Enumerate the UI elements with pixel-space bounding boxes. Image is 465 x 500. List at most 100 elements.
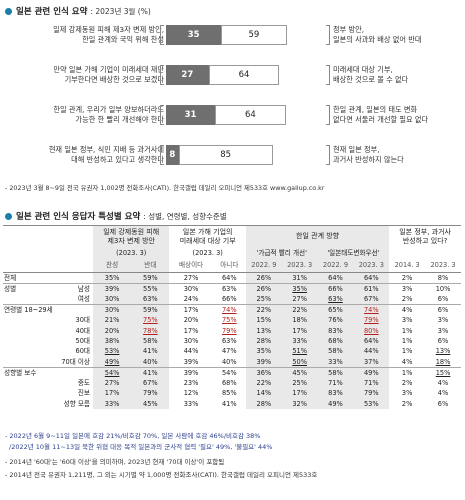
table-cell: 59%: [131, 272, 170, 284]
table-cell: 2%: [389, 272, 426, 284]
table-cell: 83%: [317, 387, 354, 399]
table-cell: 38%: [93, 335, 132, 347]
table-cell: 4%: [389, 304, 426, 315]
bar-segment-agree: 35: [166, 25, 222, 45]
table-cell: 2%: [401, 399, 413, 408]
bar-left-label: 일제 강제동원 피해 제3자 변제 방안, 한일 관계와 국익 위해 찬성: [53, 25, 164, 44]
bar-left-label: 만약 일본 가해 기업이 미래세대 재단 기부한다면 배상한 것으로 보겠다: [53, 65, 164, 84]
table-cell: 85%: [221, 389, 237, 398]
table-cell: 63%: [221, 336, 237, 345]
row-sublabel: 50대: [75, 336, 90, 345]
table-cell: 20%: [93, 325, 132, 336]
bracket-right: [326, 145, 330, 165]
table-cell: 4%: [437, 389, 449, 398]
table-cell: 53%: [93, 346, 132, 357]
table-cell: 8%: [425, 272, 461, 284]
table-cell: 44%: [183, 347, 199, 356]
table-cell: 33%: [281, 335, 318, 347]
bar-segment-disagree: 64: [208, 65, 280, 85]
table-cell: 36%: [245, 366, 282, 378]
row-label: 전체: [3, 272, 59, 284]
table-cell: 53%: [353, 398, 390, 409]
col-group-1: 일제 강제동원 피해 제3자 변제 방안: [93, 225, 170, 248]
table-cell: 80%: [353, 325, 390, 336]
table-cell: 27%: [93, 377, 132, 388]
row-sublabel: 진보: [77, 389, 90, 398]
table-cell: 71%: [353, 377, 390, 388]
table-cell: 39%: [169, 366, 213, 378]
bar-segment-disagree: 64: [214, 105, 286, 125]
table-cell: 63%: [212, 283, 246, 294]
table-cell: 58%: [317, 346, 354, 357]
table-cell: 30%: [93, 294, 132, 305]
row-sublabel: 성향 모름: [63, 399, 90, 408]
table-cell: 75%: [131, 315, 170, 326]
table-row: 진보 17% 79% 12% 85% 14% 17% 83% 79% 3% 4%: [3, 387, 461, 399]
table-cell: 63%: [317, 294, 354, 305]
table-row: 연령별 18~29세 30% 59% 17% 74% 22% 22% 65% 74% 4% 6%: [3, 304, 461, 315]
table-cell: 45%: [281, 366, 318, 378]
table-cell: 2%: [401, 378, 413, 387]
table-cell: 3%: [401, 389, 413, 398]
row-sublabel: 남성: [59, 283, 93, 294]
table-row: 50대 38% 58% 30% 63% 28% 33% 68% 64% 1% 6%: [3, 335, 461, 347]
table-cell: 40%: [221, 357, 237, 366]
table-cell: 79%: [353, 387, 390, 399]
table-cell: 75%: [221, 316, 237, 325]
bracket-left: [160, 25, 164, 45]
table-cell: 2%: [401, 295, 413, 303]
table-cell: 22%: [281, 304, 318, 315]
table-row: 성향별 보수 54% 41% 39% 54% 36% 45% 58% 49% 1% 15%: [3, 366, 461, 378]
table-cell: 6%: [437, 295, 449, 303]
row-sublabel: [59, 272, 93, 284]
row-label: [3, 398, 59, 408]
table-cell: 20%: [183, 316, 199, 325]
row-sublabel: 30대: [75, 316, 90, 325]
row-label: 성향별 보수: [3, 366, 59, 378]
table-cell: 27%: [169, 272, 213, 284]
bracket-left: [160, 145, 164, 165]
table-cell: 49%: [93, 356, 132, 368]
bar-right-label: 한일 관계, 일본의 태도 변화 없다면 서둘러 개선할 필요 없다: [333, 105, 429, 124]
row-label: [3, 294, 59, 305]
table-cell: 64%: [317, 272, 354, 284]
table-cell: 79%: [221, 326, 237, 335]
table-cell: 25%: [281, 377, 318, 388]
table-cell: 17%: [169, 304, 213, 315]
table-cell: 37%: [353, 356, 390, 368]
bar-row: 일제 강제동원 피해 제3자 변제 방안, 한일 관계와 국익 위해 찬성 35 5…: [0, 23, 465, 47]
row-sublabel: 여성: [77, 295, 90, 303]
row-label: [3, 336, 59, 346]
table-cell: 39%: [93, 283, 132, 294]
table-cell: 33%: [183, 399, 199, 408]
table-row: 성향 모름 33% 45% 33% 41% 28% 32% 49% 53% 2% 6%: [3, 398, 461, 409]
table-cell: 13%: [435, 347, 451, 356]
table-cell: 23%: [183, 378, 199, 387]
row-sublabel: 중도: [77, 378, 90, 387]
bar-segment-agree: 27: [166, 65, 209, 85]
table-cell: 74%: [212, 304, 246, 315]
summary-table: 일제 강제동원 피해 제3자 변제 방안 일본 가해 기업의 미래세대 대상 기…: [3, 225, 461, 409]
row-sublabel: 40대: [75, 326, 90, 335]
bar-segment-disagree: 59: [221, 25, 287, 45]
table-cell: 28%: [245, 335, 282, 347]
table-cell: 83%: [317, 325, 354, 336]
bar-right-label: 미래세대 대상 기부, 배상한 것으로 볼 수 없다: [333, 65, 409, 84]
bar-segment-agree: 31: [166, 105, 215, 125]
table-cell: 54%: [93, 366, 132, 378]
table-cell: 66%: [317, 283, 354, 294]
table-cell: 61%: [353, 283, 390, 294]
table-row: 여성 30% 63% 24% 66% 25% 27% 63% 67% 2% 6%: [3, 294, 461, 305]
col-group-2: 일본 가해 기업의 미래세대 대상 기부: [169, 225, 246, 248]
table-cell: 22%: [245, 377, 282, 388]
bar-right-label: 정부 방안, 일본의 사과와 배상 없어 반대: [333, 25, 422, 44]
table-cell: 45%: [131, 398, 170, 409]
table-cell: 15%: [245, 315, 282, 326]
column-header: 2023. 3: [425, 258, 461, 273]
sub-group-1: '가급적 빨리 개선': [245, 247, 318, 259]
column-header: 2022. 9: [317, 258, 354, 273]
column-header: 2014. 3: [389, 258, 426, 273]
table-cell: 55%: [131, 283, 170, 294]
table-cell: 6%: [437, 399, 449, 408]
table-cell: 18%: [281, 315, 318, 326]
